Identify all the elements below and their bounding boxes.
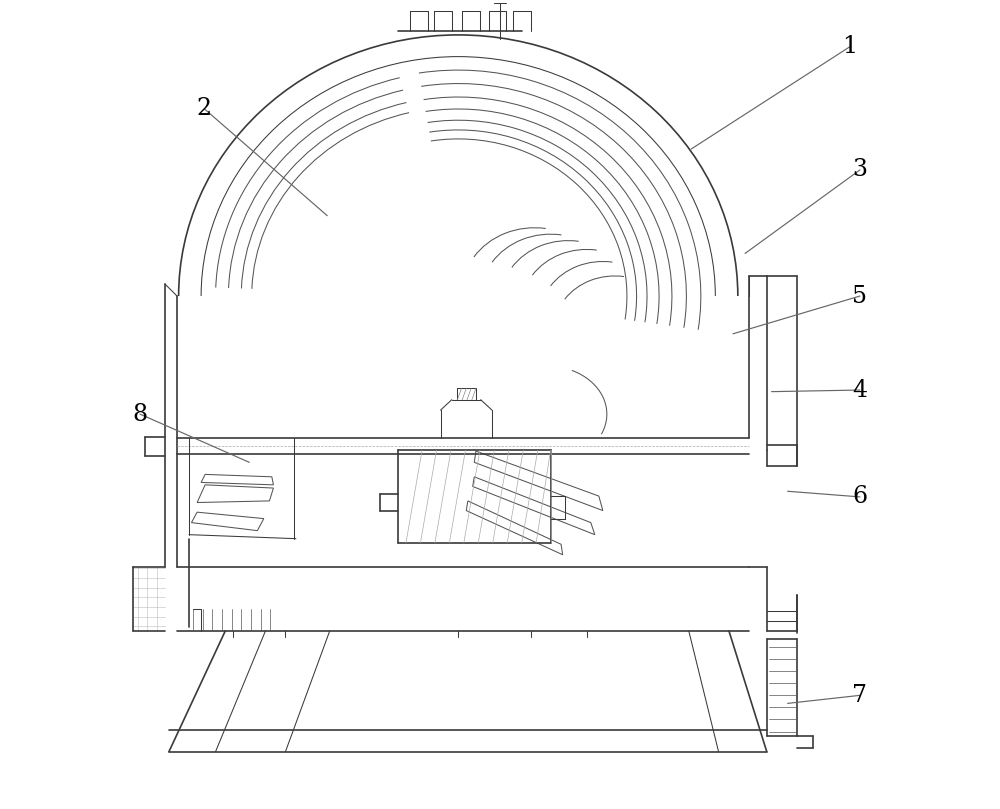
Text: 6: 6 (852, 485, 868, 508)
Text: 3: 3 (852, 159, 867, 181)
Text: 4: 4 (852, 379, 868, 401)
Text: 8: 8 (132, 403, 148, 426)
Text: 2: 2 (197, 97, 212, 121)
Text: 1: 1 (842, 36, 857, 58)
Text: 7: 7 (852, 684, 867, 707)
Text: 5: 5 (852, 285, 867, 307)
